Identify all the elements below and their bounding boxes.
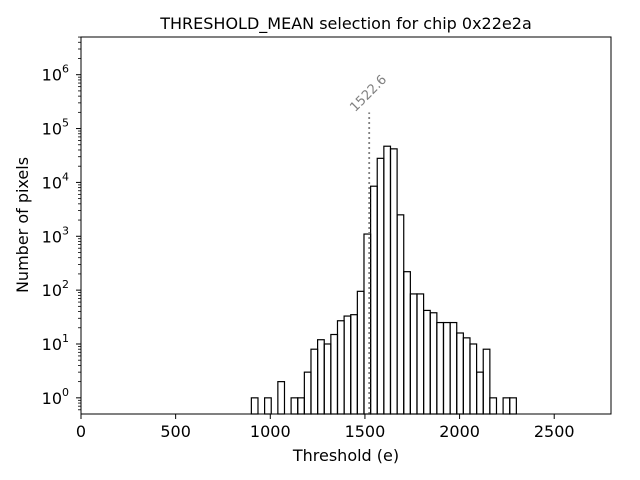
histogram-bar — [370, 185, 378, 415]
histogram-bar — [456, 332, 464, 415]
histogram-bar — [303, 371, 312, 415]
histogram-bar — [336, 320, 345, 415]
histogram-bar — [429, 312, 438, 415]
x-tick-label: 1000 — [250, 422, 291, 441]
histogram-bar — [350, 314, 358, 415]
axes-frame — [80, 36, 612, 415]
histogram-bar — [502, 397, 511, 415]
histogram-bar — [449, 321, 458, 415]
histogram-bar — [250, 397, 259, 415]
y-tick-label: 101 — [42, 332, 69, 354]
histogram-bar — [376, 157, 385, 415]
histogram-bar — [317, 339, 325, 415]
y-tick-label: 102 — [42, 278, 69, 300]
histogram-bar — [462, 337, 471, 415]
histogram-bar — [343, 315, 352, 415]
histogram-bar — [436, 321, 445, 415]
histogram-bar — [290, 397, 299, 415]
histogram-bar — [383, 145, 392, 415]
histogram-bar — [389, 148, 398, 415]
histogram-bar — [396, 214, 405, 415]
histogram-bar — [310, 348, 319, 415]
histogram-bar — [442, 321, 451, 415]
y-tick-label: 106 — [42, 63, 69, 85]
histogram-bar — [403, 271, 411, 415]
histogram-bar — [356, 290, 365, 415]
histogram-bar — [416, 293, 425, 415]
x-tick-label: 1500 — [345, 422, 386, 441]
histogram-bar — [330, 333, 339, 415]
x-tick-label: 0 — [76, 422, 86, 441]
x-axis-label: Threshold (e) — [292, 446, 399, 465]
histogram-bar — [489, 397, 498, 415]
chart-title: THRESHOLD_MEAN selection for chip 0x22e2… — [159, 14, 532, 34]
histogram-bar — [409, 293, 418, 415]
histogram-bar — [476, 371, 484, 415]
histogram-bar — [469, 343, 478, 415]
histogram-bar — [277, 381, 286, 415]
y-tick-label: 100 — [42, 386, 69, 408]
histogram-bar — [509, 397, 517, 415]
histogram-bar — [264, 397, 272, 415]
threshold-label: 1522.6 — [347, 72, 390, 115]
histogram-bar — [297, 397, 305, 415]
plot-area: 1522.6 0 500 1000 1500 2000 2500 100 101 102 103 10… — [42, 36, 612, 441]
x-tick-label: 2000 — [439, 422, 480, 441]
x-tick-label: 2500 — [534, 422, 575, 441]
y-tick-label: 103 — [42, 224, 69, 246]
histogram-bar — [423, 309, 431, 415]
histogram-bar — [323, 343, 332, 415]
y-tick-label: 105 — [42, 117, 69, 139]
x-tick-label: 500 — [160, 422, 191, 441]
y-axis-label: Number of pixels — [13, 157, 32, 293]
y-tick-label: 104 — [42, 170, 69, 192]
histogram-bar — [482, 348, 491, 415]
